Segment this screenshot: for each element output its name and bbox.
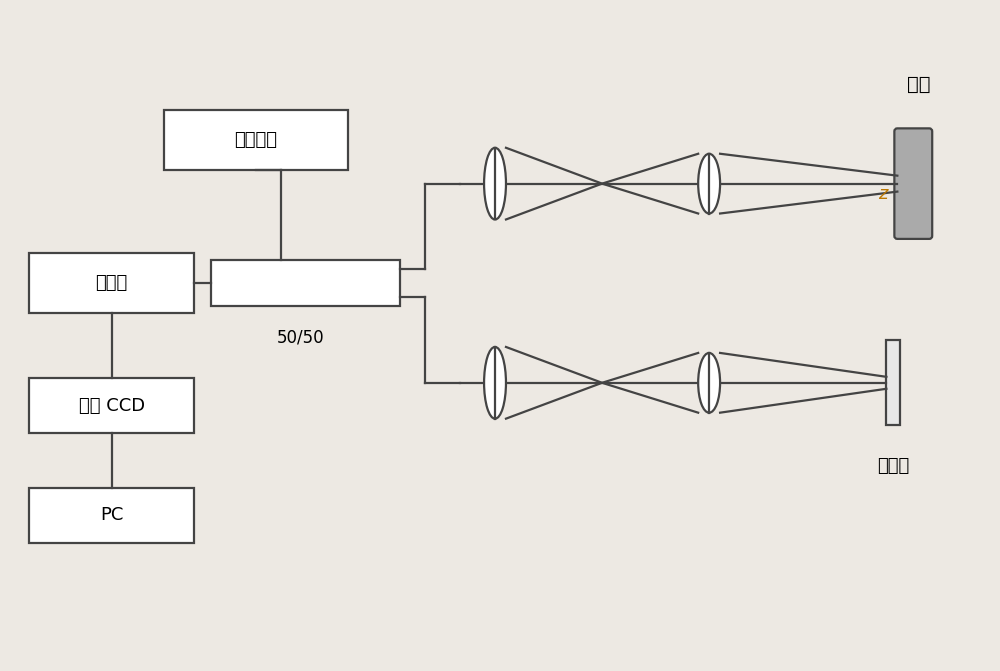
- Text: 宽带光源: 宽带光源: [235, 131, 278, 149]
- Ellipse shape: [698, 154, 720, 213]
- Text: PC: PC: [100, 506, 123, 524]
- FancyBboxPatch shape: [211, 260, 400, 306]
- FancyBboxPatch shape: [886, 340, 900, 425]
- FancyBboxPatch shape: [164, 110, 348, 170]
- Text: 光谱仪: 光谱仪: [95, 274, 128, 292]
- Ellipse shape: [484, 347, 506, 419]
- FancyBboxPatch shape: [894, 128, 932, 239]
- Ellipse shape: [484, 148, 506, 219]
- Ellipse shape: [698, 353, 720, 413]
- Text: z: z: [878, 185, 887, 203]
- Text: 反射镜: 反射镜: [877, 457, 909, 475]
- Text: 阵列 CCD: 阵列 CCD: [79, 397, 145, 415]
- FancyBboxPatch shape: [29, 378, 194, 433]
- FancyBboxPatch shape: [29, 254, 194, 313]
- FancyBboxPatch shape: [29, 488, 194, 543]
- Text: 样品: 样品: [907, 74, 930, 93]
- Text: 50/50: 50/50: [277, 328, 325, 346]
